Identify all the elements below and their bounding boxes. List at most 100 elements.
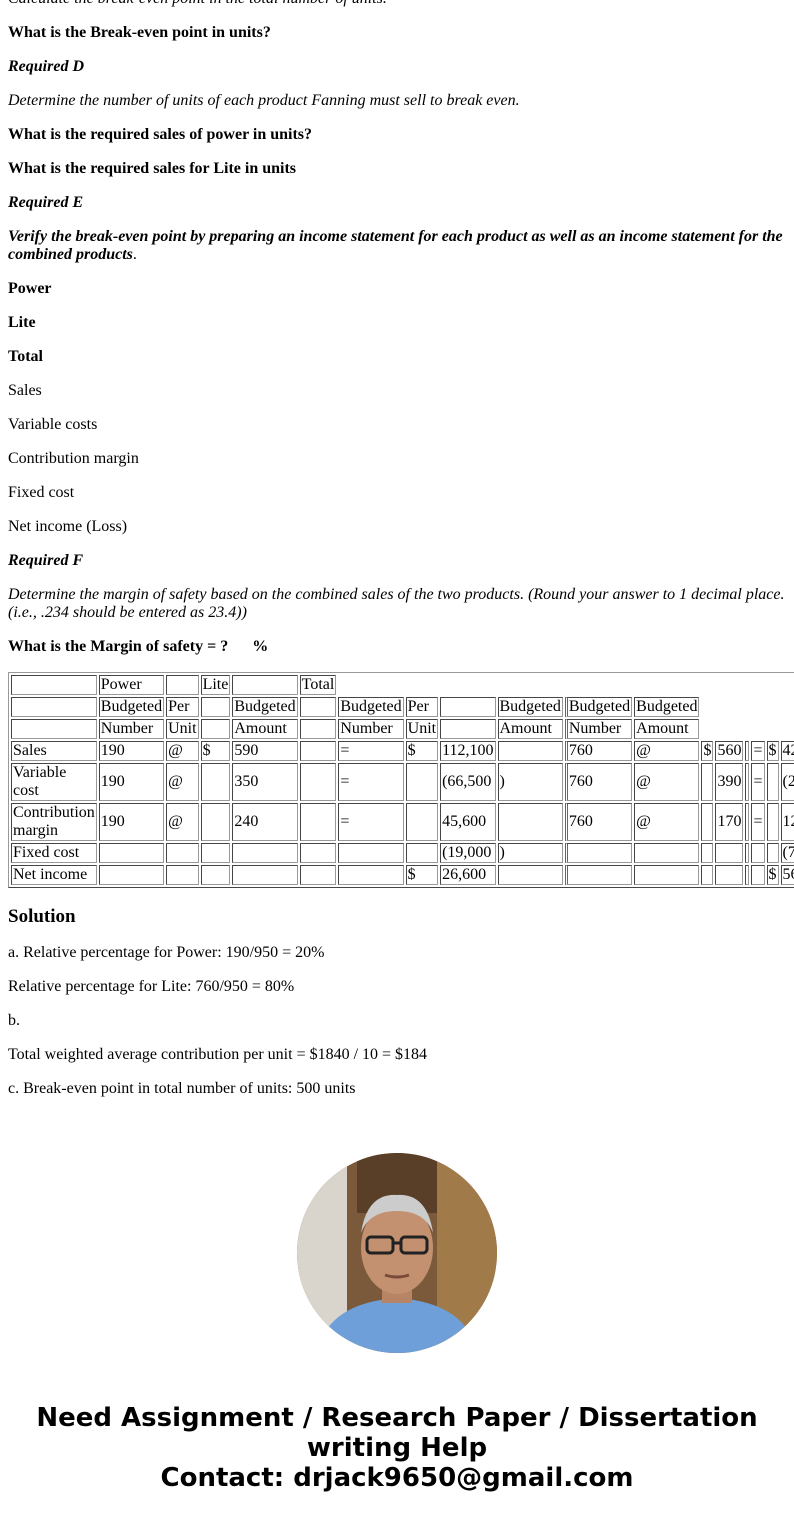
empty-cell bbox=[232, 843, 298, 863]
table-cell: 240 bbox=[232, 803, 298, 841]
table-cell: @ bbox=[166, 763, 199, 801]
fade bbox=[0, 1108, 794, 1138]
table-row: Net income$26,600$56,200 bbox=[11, 865, 794, 885]
table-row: Number Unit Amount Number Unit Amount Number Am… bbox=[11, 719, 794, 739]
empty-cell bbox=[766, 763, 779, 801]
empty-cell bbox=[200, 719, 231, 739]
label: Total bbox=[8, 348, 43, 365]
table-cell: (19,000 bbox=[440, 843, 496, 863]
table-cell: ) bbox=[497, 763, 563, 801]
solution-line: c. Break-even point in total number of u… bbox=[8, 1080, 356, 1097]
table-cell: Number bbox=[564, 719, 633, 739]
empty-cell bbox=[232, 865, 298, 885]
question: What is the Margin of safety = ? % bbox=[8, 638, 269, 655]
empty-cell bbox=[564, 843, 633, 863]
empty-cell bbox=[701, 763, 714, 801]
empty-cell bbox=[11, 675, 97, 695]
solution-title: Solution bbox=[8, 906, 76, 927]
empty-cell bbox=[701, 865, 714, 885]
punctuation: . bbox=[132, 246, 137, 263]
solution-line: Relative percentage for Lite: 760/950 = … bbox=[8, 978, 295, 995]
empty-cell bbox=[232, 675, 298, 695]
empty-cell bbox=[405, 803, 439, 841]
heading: Required D bbox=[8, 58, 84, 75]
table-cell: $ bbox=[405, 865, 439, 885]
empty-cell bbox=[299, 741, 337, 761]
table-cell: = bbox=[751, 803, 765, 841]
heading: Required E bbox=[8, 194, 84, 211]
table-cell: 560 bbox=[715, 741, 744, 761]
table-cell: Amount bbox=[232, 719, 298, 739]
empty-cell bbox=[715, 865, 744, 885]
table-cell: (296,400 bbox=[780, 763, 794, 801]
emphasis: Verify the break-even point by preparing… bbox=[8, 228, 783, 263]
empty-cell bbox=[338, 865, 404, 885]
table-cell: @ bbox=[166, 741, 199, 761]
empty-cell bbox=[564, 865, 633, 885]
empty-cell bbox=[497, 803, 563, 841]
paragraph: Calculate the break-even point in the to… bbox=[8, 0, 794, 8]
empty-cell bbox=[766, 843, 779, 863]
footer: Need Assignment / Research Paper / Disse… bbox=[0, 1403, 794, 1493]
table-cell: = bbox=[751, 763, 765, 801]
empty-cell bbox=[166, 675, 199, 695]
table-cell: 112,100 bbox=[440, 741, 496, 761]
footer-line: Contact: drjack9650@gmail.com bbox=[160, 1463, 634, 1493]
solution-line: a. Relative percentage for Power: 190/95… bbox=[8, 944, 325, 961]
table-cell: Amount bbox=[634, 719, 700, 739]
table-cell: Unit bbox=[405, 719, 439, 739]
label: Net income (Loss) bbox=[8, 518, 128, 535]
table-cell: Budgeted bbox=[232, 697, 298, 717]
footer-line: Need Assignment / Research Paper / Disse… bbox=[36, 1403, 758, 1463]
table-cell: 45,600 bbox=[440, 803, 496, 841]
table-cell: @ bbox=[634, 803, 700, 841]
empty-cell bbox=[745, 865, 750, 885]
table-cell: 26,600 bbox=[440, 865, 496, 885]
table-cell: (66,500 bbox=[440, 763, 496, 801]
empty-cell bbox=[634, 843, 700, 863]
empty-cell bbox=[751, 843, 765, 863]
table-cell: 56,200 bbox=[780, 865, 794, 885]
label: Fixed cost bbox=[8, 484, 75, 501]
table-cell: Net income bbox=[11, 865, 97, 885]
empty-cell bbox=[701, 803, 714, 841]
table-cell: Budgeted bbox=[98, 697, 165, 717]
table-cell: Per bbox=[405, 697, 439, 717]
table-row: Power Lite Total bbox=[11, 675, 794, 695]
heading: Required F bbox=[8, 552, 84, 569]
table-cell: $ bbox=[405, 741, 439, 761]
table-cell: Budgeted bbox=[634, 697, 700, 717]
empty-cell bbox=[497, 865, 563, 885]
empty-cell bbox=[299, 865, 337, 885]
table-cell: 129,200 bbox=[780, 803, 794, 841]
table-cell: Budgeted bbox=[564, 697, 633, 717]
table-cell: ) bbox=[497, 843, 563, 863]
table-cell: 760 bbox=[564, 803, 633, 841]
table-cell: $ bbox=[200, 741, 231, 761]
empty-cell bbox=[751, 865, 765, 885]
table-cell: Total bbox=[299, 675, 337, 695]
table-cell: Power bbox=[98, 675, 165, 695]
label: Lite bbox=[8, 314, 36, 331]
empty-cell bbox=[200, 697, 231, 717]
empty-cell bbox=[299, 763, 337, 801]
empty-cell bbox=[11, 719, 97, 739]
table-cell: Number bbox=[98, 719, 165, 739]
empty-cell bbox=[299, 843, 337, 863]
empty-cell bbox=[745, 843, 750, 863]
question: What is the required sales of power in u… bbox=[8, 126, 313, 143]
empty-cell bbox=[166, 865, 199, 885]
label: Sales bbox=[8, 382, 42, 399]
empty-cell bbox=[497, 741, 563, 761]
empty-cell bbox=[745, 763, 750, 801]
table-cell: Unit bbox=[166, 719, 199, 739]
table-cell: 350 bbox=[232, 763, 298, 801]
label: Contribution margin bbox=[8, 450, 139, 467]
empty-cell bbox=[745, 741, 750, 761]
table: Power Lite Total Budgeted Per Budgeted Budgete… bbox=[8, 672, 794, 888]
table-cell: Per bbox=[166, 697, 199, 717]
table-cell: = bbox=[338, 803, 404, 841]
table-cell: = bbox=[751, 741, 765, 761]
empty-cell bbox=[766, 803, 779, 841]
